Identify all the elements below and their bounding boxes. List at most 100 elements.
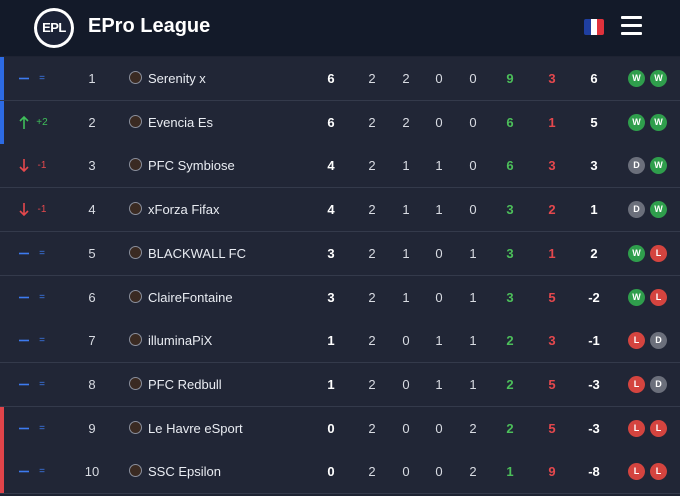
won: 2 bbox=[402, 71, 410, 86]
zone-marker bbox=[0, 100, 4, 144]
trend-icon bbox=[18, 363, 30, 406]
drawn: 0 bbox=[435, 464, 443, 480]
goals-against: 2 bbox=[548, 202, 556, 218]
rank: 5 bbox=[88, 245, 96, 261]
zone-marker bbox=[0, 406, 4, 450]
drawn: 0 bbox=[435, 420, 443, 436]
team-logo bbox=[129, 376, 142, 390]
played: 2 bbox=[368, 158, 376, 174]
played: 2 bbox=[368, 71, 376, 86]
position-change: = bbox=[39, 291, 45, 303]
played: 2 bbox=[368, 202, 376, 218]
position-change: = bbox=[39, 378, 45, 390]
lost: 1 bbox=[469, 289, 477, 305]
form-result: W bbox=[628, 244, 645, 262]
position-change: = bbox=[39, 247, 45, 259]
diff: -3 bbox=[588, 376, 600, 392]
drawn: 0 bbox=[435, 289, 443, 305]
language-flag[interactable] bbox=[584, 19, 604, 35]
trend-icon bbox=[18, 101, 30, 144]
goals-against: 5 bbox=[548, 420, 556, 436]
trend-icon bbox=[18, 144, 30, 187]
drawn: 0 bbox=[435, 114, 443, 130]
goals-for: 3 bbox=[506, 202, 514, 218]
won: 0 bbox=[402, 420, 410, 436]
rank: 7 bbox=[88, 333, 96, 349]
table-row: = 5 BLACKWALL FC 3 2 1 0 1 3 1 2 W L bbox=[0, 231, 680, 276]
drawn: 1 bbox=[435, 376, 443, 392]
team-logo bbox=[129, 202, 142, 216]
team-logo bbox=[129, 158, 142, 172]
diff: -2 bbox=[588, 289, 600, 305]
diff: -1 bbox=[588, 333, 600, 349]
drawn: 0 bbox=[435, 71, 443, 86]
team-name: PFC Redbull bbox=[148, 376, 222, 392]
diff: 2 bbox=[590, 245, 598, 261]
played: 2 bbox=[368, 114, 376, 130]
form-result: L bbox=[650, 288, 667, 306]
points: 4 bbox=[327, 202, 335, 218]
trend-icon bbox=[18, 232, 30, 275]
goals-against: 5 bbox=[548, 289, 556, 305]
lost: 1 bbox=[469, 376, 477, 392]
position-change: = bbox=[39, 335, 45, 347]
team-name: PFC Symbiose bbox=[148, 158, 235, 174]
won: 1 bbox=[402, 245, 410, 261]
position-change: = bbox=[39, 73, 45, 84]
points: 3 bbox=[327, 289, 335, 305]
team-name: SSC Epsilon bbox=[148, 464, 221, 480]
won: 0 bbox=[402, 376, 410, 392]
lost: 0 bbox=[469, 71, 477, 86]
logo-text: EPL bbox=[37, 11, 71, 45]
header: EPL EPro League bbox=[0, 0, 680, 56]
form-result: L bbox=[650, 244, 667, 262]
trend-icon bbox=[18, 450, 30, 493]
goals-against: 3 bbox=[548, 158, 556, 174]
form-result: W bbox=[628, 113, 645, 131]
team-logo bbox=[129, 114, 142, 128]
team-name: ClaireFontaine bbox=[148, 289, 233, 305]
won: 1 bbox=[402, 158, 410, 174]
diff: 6 bbox=[590, 71, 598, 86]
trend-icon bbox=[18, 407, 30, 450]
points: 6 bbox=[327, 71, 335, 86]
zone-marker bbox=[0, 57, 4, 100]
trend-icon bbox=[18, 57, 30, 100]
won: 1 bbox=[402, 289, 410, 305]
form-result: W bbox=[628, 288, 645, 306]
rank: 4 bbox=[88, 202, 96, 218]
lost: 1 bbox=[469, 245, 477, 261]
form-result: D bbox=[628, 157, 645, 175]
table-row: +2 2 Evencia Es 6 2 2 0 0 6 1 5 W W bbox=[0, 100, 680, 145]
table-row: -1 4 xForza Fifax 4 2 1 1 0 3 2 1 D W bbox=[0, 188, 680, 233]
points: 0 bbox=[327, 420, 335, 436]
goals-for: 3 bbox=[506, 289, 514, 305]
played: 2 bbox=[368, 376, 376, 392]
won: 1 bbox=[402, 202, 410, 218]
rank: 2 bbox=[88, 114, 96, 130]
drawn: 1 bbox=[435, 158, 443, 174]
drawn: 1 bbox=[435, 202, 443, 218]
rank: 1 bbox=[88, 71, 96, 86]
goals-against: 1 bbox=[548, 114, 556, 130]
position-change: +2 bbox=[36, 116, 48, 128]
team-name: Evencia Es bbox=[148, 114, 214, 130]
team-name: BLACKWALL FC bbox=[148, 245, 247, 261]
form-result: L bbox=[628, 419, 645, 437]
lost: 0 bbox=[469, 114, 477, 130]
menu-button[interactable] bbox=[621, 16, 642, 36]
lost: 2 bbox=[469, 464, 477, 480]
diff: -3 bbox=[588, 420, 600, 436]
trend-icon bbox=[18, 319, 30, 362]
form-result: L bbox=[650, 463, 667, 481]
goals-for: 3 bbox=[506, 245, 514, 261]
league-title: EPro League bbox=[88, 15, 211, 37]
trend-icon bbox=[18, 188, 30, 231]
points: 3 bbox=[327, 245, 335, 261]
points: 4 bbox=[327, 158, 335, 174]
goals-for: 9 bbox=[506, 71, 514, 86]
team-name: Serenity x bbox=[148, 71, 206, 86]
diff: 3 bbox=[590, 158, 598, 174]
table-row: = 9 Le Havre eSport 0 2 0 0 2 2 5 -3 L L bbox=[0, 406, 680, 451]
